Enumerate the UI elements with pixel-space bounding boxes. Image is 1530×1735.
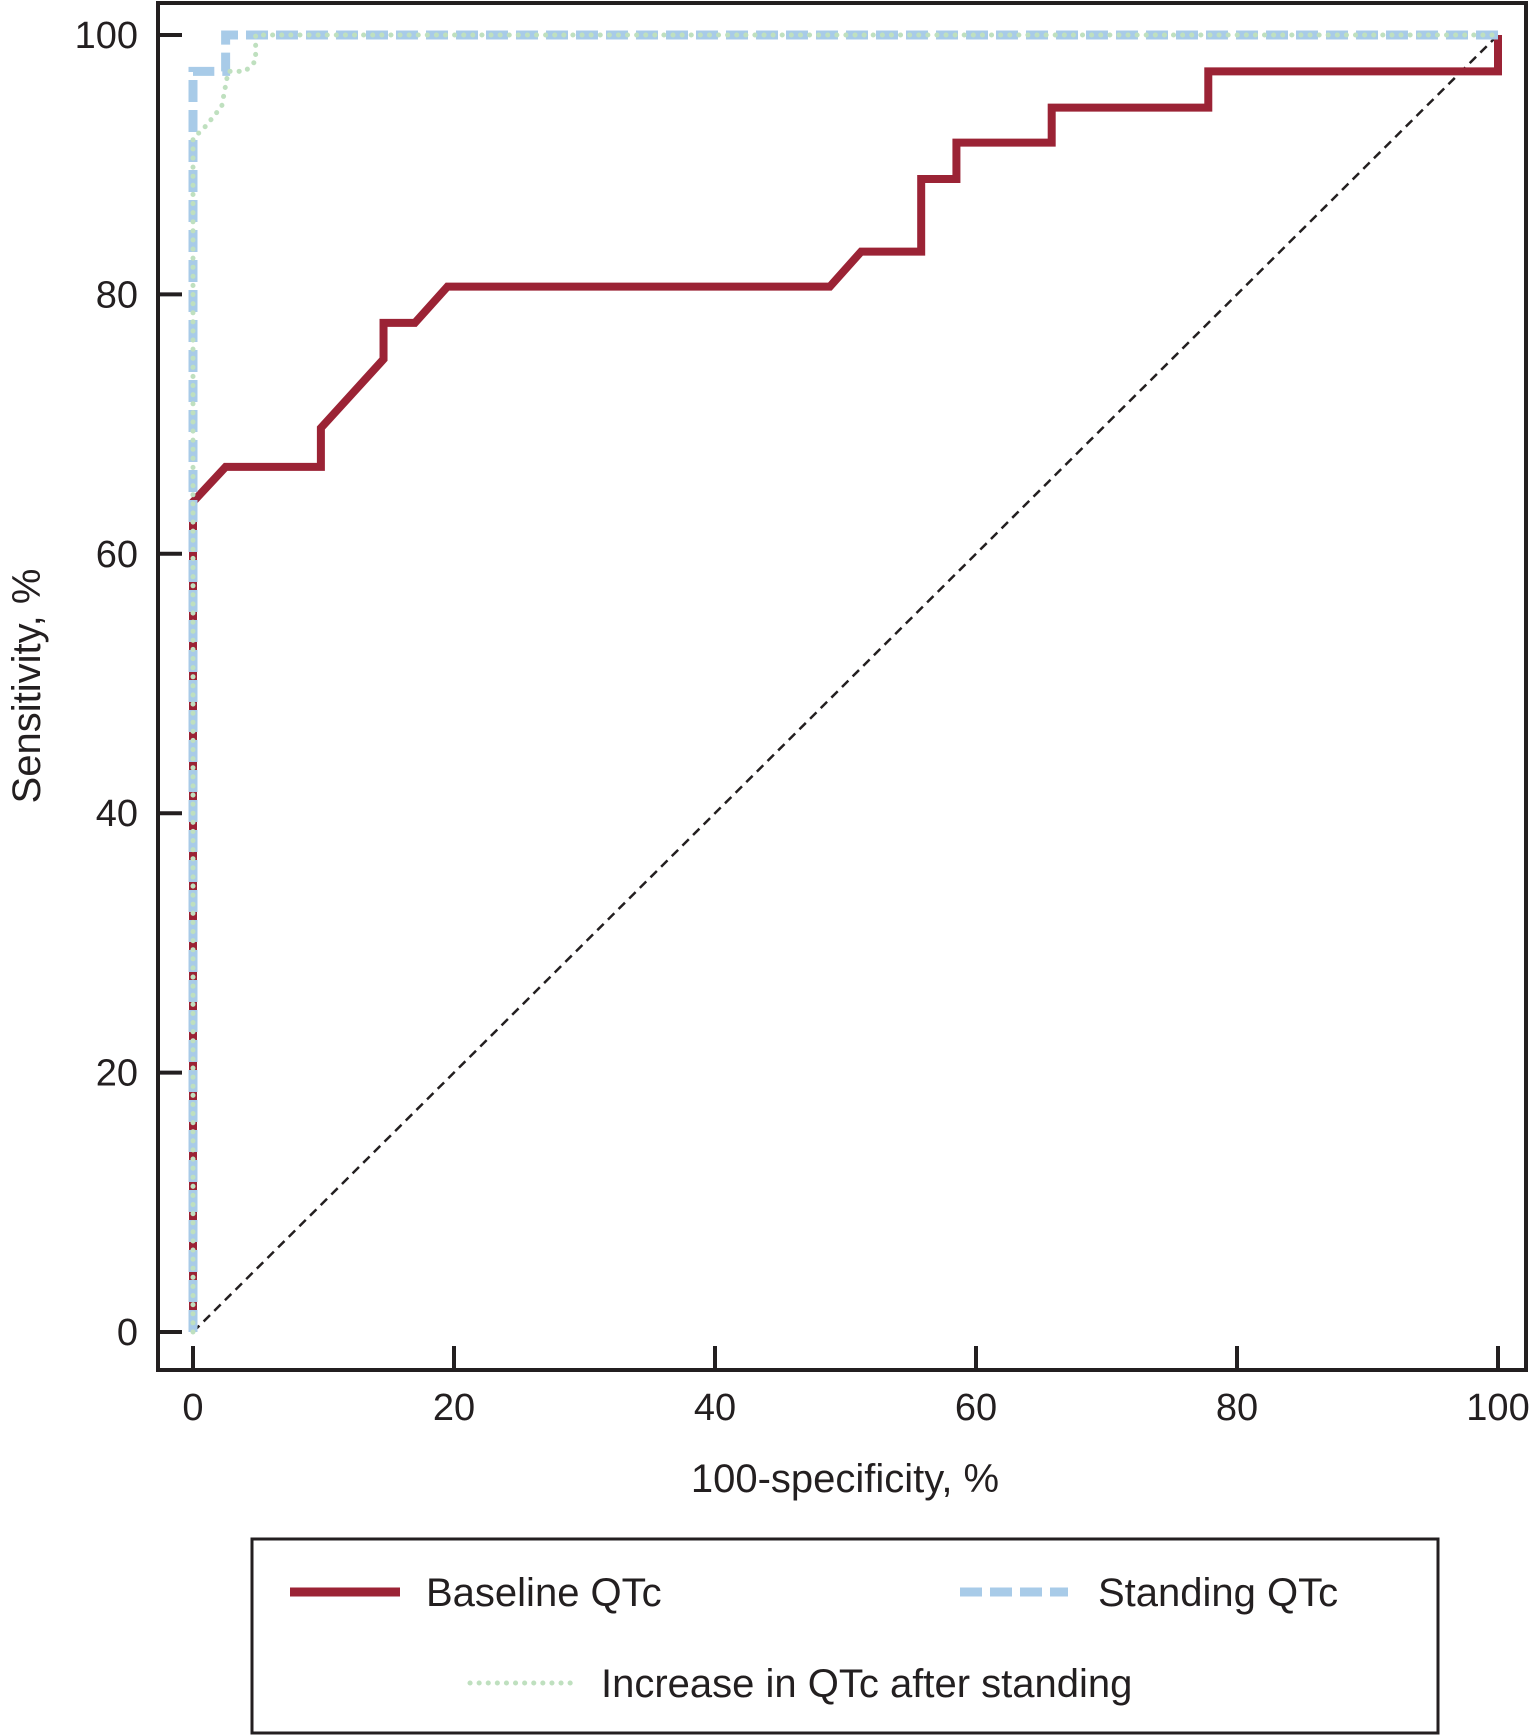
legend-label-baseline: Baseline QTc <box>426 1571 662 1615</box>
series-line-2 <box>188 30 1498 1332</box>
x-tick-label: 40 <box>694 1387 736 1429</box>
legend-label-increase: Increase in QTc after standing <box>601 1662 1132 1706</box>
y-tick-label: 20 <box>96 1053 138 1095</box>
series-line-3 <box>190 32 1501 1335</box>
x-tick-label: 60 <box>955 1387 997 1429</box>
y-axis-label: Sensitivity, % <box>5 569 49 804</box>
y-tick-label: 40 <box>96 793 138 835</box>
y-tick-label: 0 <box>117 1312 138 1354</box>
x-tick-label: 0 <box>182 1387 203 1429</box>
series-line-1 <box>189 35 1502 1332</box>
x-tick-label: 80 <box>1216 1387 1258 1429</box>
y-tick-label: 60 <box>96 534 138 576</box>
legend-label-standing: Standing QTc <box>1098 1571 1338 1615</box>
y-tick-label: 100 <box>75 15 138 57</box>
x-tick-label: 100 <box>1466 1387 1529 1429</box>
legend-box <box>250 1537 1440 1735</box>
reference-diagonal-line <box>192 34 1499 1333</box>
y-tick-label: 80 <box>96 274 138 316</box>
legend: Baseline QTc Standing QTc Increase in QT… <box>250 1537 1440 1735</box>
x-axis-label: 100-specificity, % <box>691 1457 999 1501</box>
plot-frame <box>156 1 1528 1372</box>
x-tick-label: 20 <box>433 1387 475 1429</box>
